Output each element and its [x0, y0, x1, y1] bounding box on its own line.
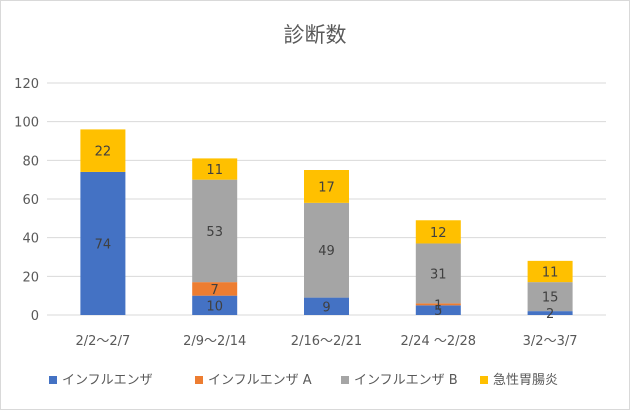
data-label: 15 [542, 291, 559, 306]
bar-segment [527, 311, 573, 315]
data-label: 17 [318, 180, 335, 195]
data-label: 1 [434, 298, 442, 313]
y-tick-label: 60 [22, 193, 39, 208]
bar-segment [80, 171, 126, 315]
data-labels: 74 22 107 53 11 9 49 17 51 31 12 215 11 [95, 145, 559, 322]
bar-segment [304, 202, 349, 298]
bar-segment [192, 179, 238, 283]
y-tick-label: 40 [22, 232, 39, 247]
y-axis-tick-labels: 0 20 40 60 80 100 120 [14, 77, 39, 324]
data-label: 7 [211, 283, 219, 298]
bar-segment [80, 129, 126, 172]
data-label: 74 [95, 237, 112, 252]
bar-segment [527, 260, 573, 283]
data-label: 31 [430, 267, 447, 282]
data-label: 12 [430, 226, 447, 241]
bar-segment [304, 170, 349, 203]
legend: インフルエンザ インフルエンザ A インフルエンザ B 急性胃腸炎 [49, 373, 558, 388]
x-tick-label: 3/2～3/7 [523, 334, 578, 349]
legend-label: インフルエンザ B [354, 373, 458, 388]
x-tick-label: 2/16～2/21 [291, 334, 362, 349]
bar-segment [415, 303, 461, 306]
bars [80, 129, 573, 315]
data-label: 53 [206, 225, 223, 240]
legend-label: インフルエンザ A [208, 373, 312, 388]
bar-segment [527, 282, 573, 312]
data-label: 49 [318, 244, 335, 259]
bar-segment [304, 297, 349, 315]
data-label: 9 [322, 300, 330, 315]
data-label: 11 [206, 163, 223, 178]
chart-title: 診断数 [284, 23, 347, 47]
data-label: 2 [546, 307, 554, 322]
data-label: 10 [206, 299, 223, 314]
x-tick-label: 2/24 ～2/28 [401, 334, 477, 349]
bar-segment [415, 243, 461, 304]
data-label: 5 [434, 304, 442, 319]
data-label: 22 [95, 145, 112, 160]
x-axis-tick-labels: 2/2～2/7 2/9～2/14 2/16～2/21 2/24 ～2/28 3/2～3/… [75, 334, 577, 349]
legend-label: インフルエンザ [62, 373, 153, 388]
legend-swatch [49, 376, 57, 384]
y-tick-label: 120 [14, 77, 39, 92]
legend-label: 急性胃腸炎 [493, 373, 558, 388]
legend-swatch [480, 376, 488, 384]
bar-segment [192, 158, 238, 180]
bar-segment [192, 295, 238, 315]
bar-segment [415, 220, 461, 244]
y-tick-label: 0 [31, 309, 39, 324]
legend-swatch [195, 376, 203, 384]
y-tick-label: 20 [22, 270, 39, 285]
x-tick-label: 2/2～2/7 [75, 334, 130, 349]
data-label: 11 [542, 266, 559, 281]
y-tick-label: 80 [22, 154, 39, 169]
legend-swatch [341, 376, 349, 384]
x-tick-label: 2/9～2/14 [183, 334, 246, 349]
y-tick-label: 100 [14, 116, 39, 131]
bar-segment [192, 282, 238, 296]
bar-segment [415, 305, 461, 315]
